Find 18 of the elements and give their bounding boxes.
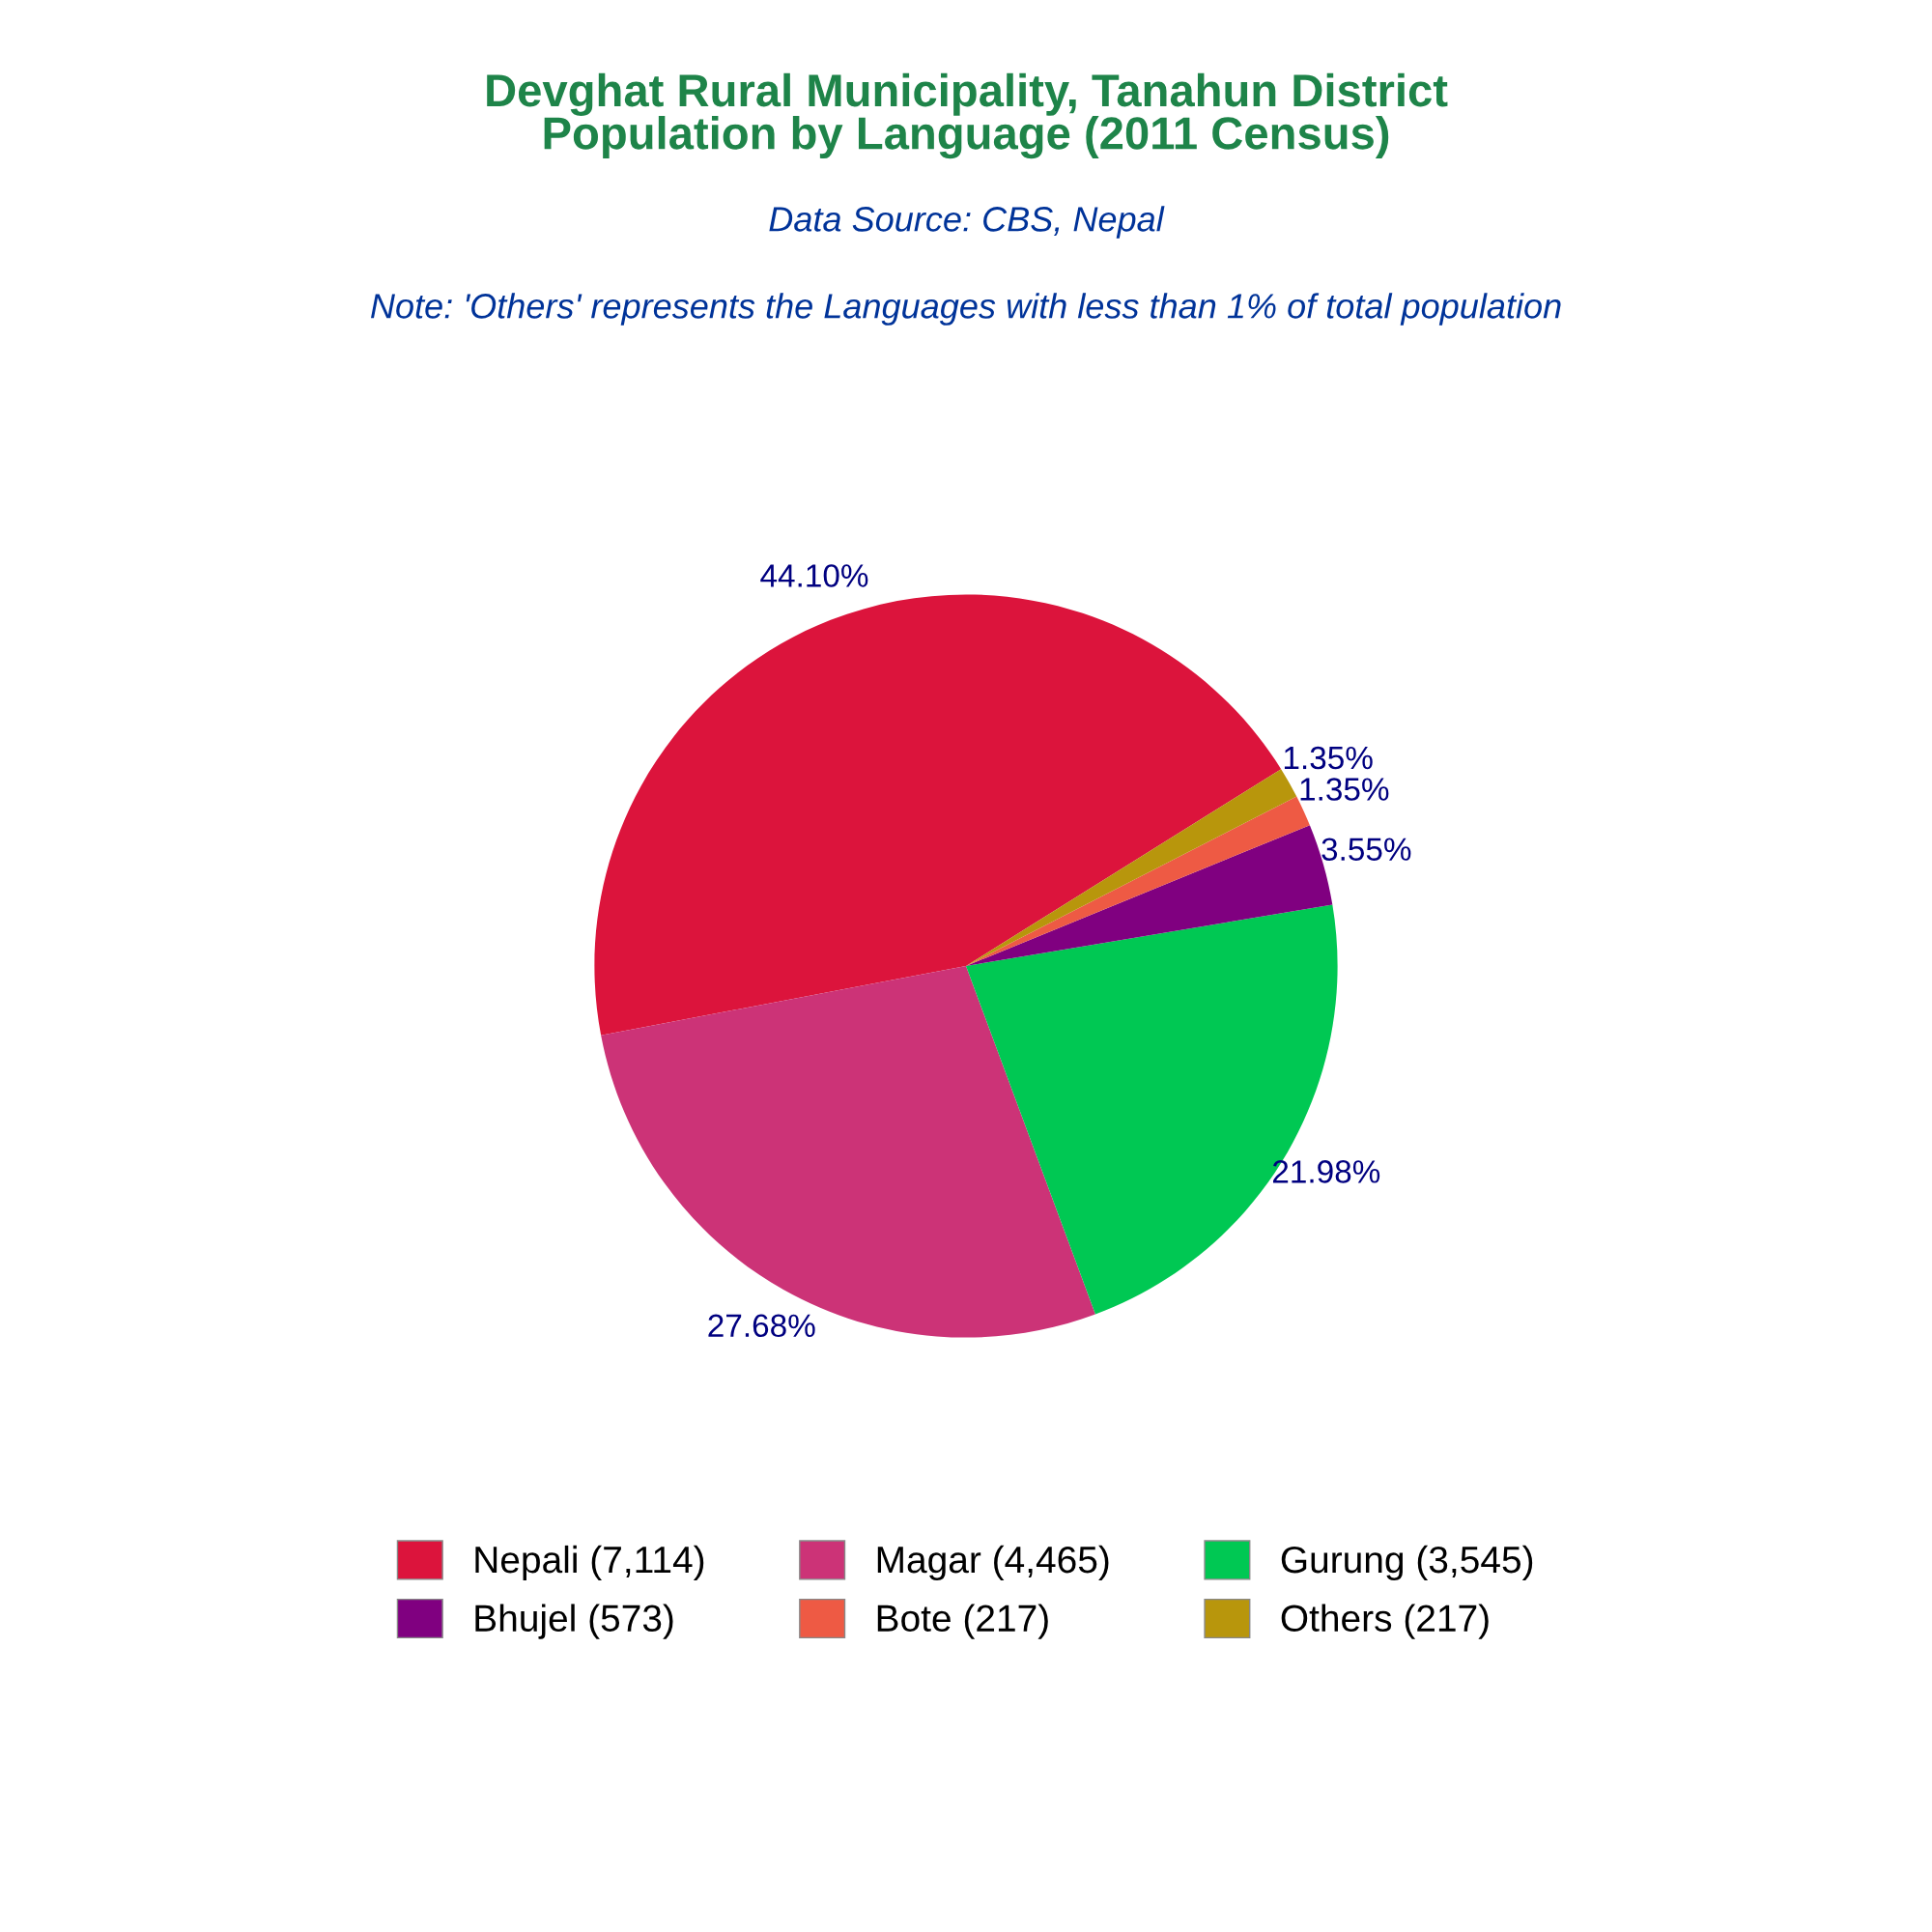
pie-slice <box>966 769 1297 966</box>
legend-label: Nepali (7,114) <box>475 1545 704 1581</box>
data-label: 3.55% <box>1321 838 1411 861</box>
legend-label: Bote (217) <box>877 1604 1048 1639</box>
legend-label: Magar (4,465) <box>877 1545 1109 1581</box>
data-label: 1.35% <box>1284 746 1373 770</box>
chart-title: Devghat Rural Municipality, Tanahun District Population by Language (2011 Census) <box>487 72 1448 159</box>
pie-slice <box>594 594 1282 1036</box>
data-label: 21.98% <box>1272 1160 1380 1183</box>
legend-label: Bhujel (573) <box>475 1604 673 1639</box>
chart-subtitle: Data Source: CBS, Nepal <box>769 206 1165 239</box>
legend-label: Gurung (3,545) <box>1281 1545 1533 1581</box>
legend-label: Others (217) <box>1281 1604 1489 1639</box>
text: Note: 'Others' represents the Languages with less than 1% of total population <box>371 293 1561 326</box>
pie-slice <box>601 966 1095 1338</box>
data-label: 1.35% <box>1300 778 1389 801</box>
data-label: 27.68% <box>708 1314 815 1338</box>
data-label: 44.10% <box>760 564 868 587</box>
